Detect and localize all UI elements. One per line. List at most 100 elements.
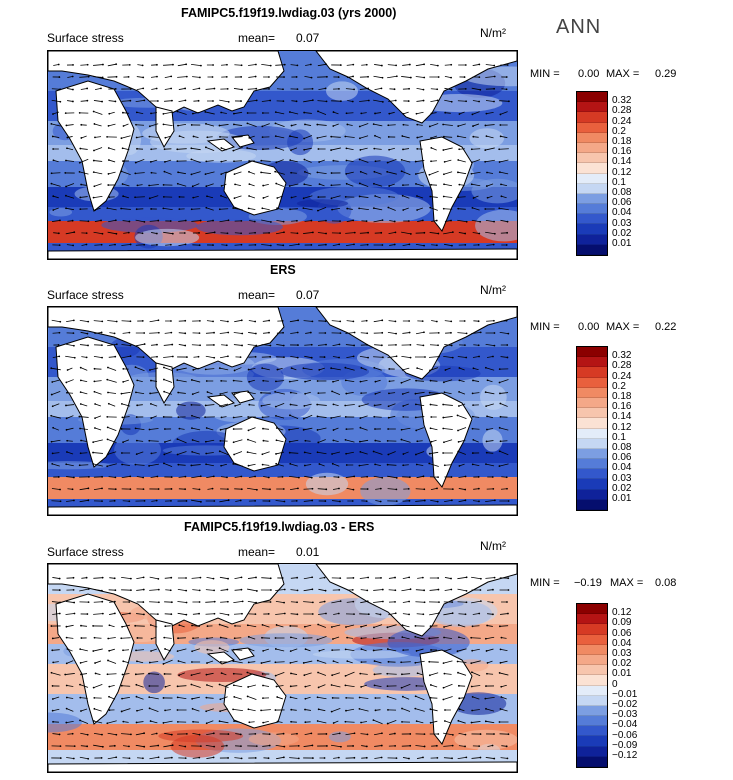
panel-title: FAMIPC5.f19f19.lwdiag.03 - ERS [184, 520, 375, 534]
colorbar-tick-label: 0.2 [612, 125, 626, 137]
colorbar-swatch [577, 387, 607, 398]
colorbar-tick-label: 0.06 [612, 197, 632, 209]
max-label: MAX = [606, 68, 640, 80]
colorbar-swatch [577, 499, 607, 510]
colorbar [576, 91, 608, 256]
colorbar-swatch [577, 234, 607, 245]
colorbar-swatch [577, 705, 607, 717]
colorbar-swatch [577, 736, 607, 747]
colorbar-swatch [577, 122, 607, 133]
mean-label: mean= [238, 288, 276, 302]
colorbar-tick-label: −0.02 [612, 699, 638, 710]
colorbar-tick-label: 0.32 [612, 350, 632, 362]
colorbar-tick-label: 0.18 [612, 136, 632, 147]
colorbar-swatch [577, 654, 607, 666]
colorbar-tick-label: 0.04 [612, 637, 632, 649]
colorbar-swatch [577, 459, 607, 470]
colorbar-tick-label: −0.09 [612, 739, 638, 751]
colorbar-tick-label: 0.02 [612, 227, 632, 239]
min-label: MIN = [530, 321, 560, 333]
colorbar [576, 346, 608, 511]
colorbar-swatch [577, 695, 607, 706]
min-value: 0.00 [578, 321, 600, 333]
colorbar-tick-label: 0.09 [612, 617, 632, 629]
colorbar-swatch [577, 173, 607, 184]
min-value: 0.00 [578, 68, 600, 80]
colorbar-swatch [577, 367, 607, 378]
mean-value: 0.01 [296, 545, 320, 559]
colorbar-swatch [577, 112, 607, 123]
colorbar-tick-label: 0.06 [612, 627, 632, 639]
colorbar-tick-label: 0.03 [612, 217, 632, 229]
colorbar-tick-label: 0.16 [612, 401, 632, 413]
colorbar-tick-label: 0.12 [612, 607, 632, 619]
min-label: MIN = [530, 577, 560, 589]
variable-label: Surface stress [47, 288, 124, 302]
colorbar-tick-label: 0.32 [612, 95, 632, 107]
variable-label: Surface stress [47, 31, 124, 45]
colorbar-swatch [577, 428, 607, 439]
colorbar-swatch [577, 756, 607, 767]
colorbar-tick-label: 0.14 [612, 156, 632, 168]
surface-stress-map-observed [47, 306, 518, 516]
colorbar-swatch [577, 624, 607, 635]
colorbar-tick-label: −0.01 [612, 688, 638, 700]
colorbar-swatch [577, 193, 607, 205]
map-canvas [48, 564, 517, 772]
max-value: 0.29 [655, 68, 677, 80]
colorbar-swatch [577, 142, 607, 154]
colorbar-swatch [577, 685, 607, 696]
colorbar-tick-label: 0.01 [612, 238, 632, 249]
colorbar-tick-label: 0.2 [612, 380, 626, 392]
units-label: N/m² [480, 539, 506, 553]
max-label: MAX = [606, 321, 640, 333]
map-canvas [48, 307, 517, 515]
colorbar-swatch [577, 604, 607, 615]
surface-stress-difference-map [47, 563, 518, 773]
colorbar-tick-label: 0.02 [612, 658, 632, 670]
colorbar-swatch [577, 644, 607, 655]
colorbar-swatch [577, 418, 607, 429]
units-label: N/m² [480, 283, 506, 297]
colorbar-tick-label: 0.16 [612, 146, 632, 158]
colorbar-tick-label: 0.24 [612, 115, 632, 127]
colorbar-tick-label: 0.08 [612, 187, 632, 198]
colorbar-swatch [577, 347, 607, 358]
colorbar-swatch [577, 183, 607, 194]
mean-label: mean= [238, 31, 276, 45]
colorbar-swatch [577, 244, 607, 255]
max-value: 0.08 [655, 577, 677, 589]
min-label: MIN = [530, 68, 560, 80]
colorbar-swatch [577, 438, 607, 449]
colorbar-swatch [577, 479, 607, 490]
colorbar-swatch [577, 357, 607, 368]
colorbar-swatch [577, 448, 607, 460]
colorbar-tick-label: 0.1 [612, 431, 626, 443]
colorbar-tick-label: 0.28 [612, 360, 632, 372]
colorbar-swatch [577, 132, 607, 143]
colorbar-swatch [577, 675, 607, 686]
colorbar-swatch [577, 397, 607, 409]
min-value: −0.19 [574, 577, 602, 589]
colorbar-swatch [577, 92, 607, 103]
colorbar-tick-label: −0.04 [612, 719, 638, 731]
colorbar-tick-label: 0.06 [612, 452, 632, 464]
colorbar-tick-label: 0.24 [612, 370, 632, 382]
colorbar-swatch [577, 489, 607, 500]
colorbar-tick-label: −0.03 [612, 709, 638, 721]
mean-value: 0.07 [296, 31, 320, 45]
colorbar-swatch [577, 153, 607, 164]
colorbar-swatch [577, 746, 607, 757]
colorbar-swatch [577, 726, 607, 737]
colorbar-tick-label: 0.18 [612, 391, 632, 402]
colorbar-tick-label: 0.03 [612, 648, 632, 659]
colorbar-swatch [577, 377, 607, 388]
panel-title: ERS [270, 263, 296, 277]
colorbar-tick-label: 0.02 [612, 482, 632, 494]
panel-title: FAMIPC5.f19f19.lwdiag.03 (yrs 2000) [181, 6, 397, 20]
colorbar-swatch [577, 224, 607, 235]
variable-label: Surface stress [47, 545, 124, 559]
colorbar-swatch [577, 716, 607, 727]
colorbar-swatch [577, 665, 607, 676]
colorbar-tick-label: 0.1 [612, 176, 626, 188]
